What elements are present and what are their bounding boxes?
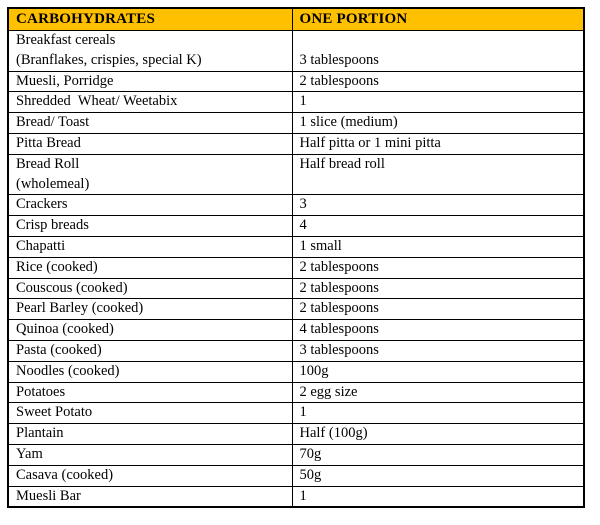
table-row: Sweet Potato 1 bbox=[7, 402, 585, 425]
food-cell: Potatoes bbox=[7, 381, 293, 404]
food-cell: Couscous (cooked) bbox=[7, 277, 293, 300]
table-row: Shredded Wheat/ Weetabix 1 bbox=[7, 91, 585, 114]
table-row: Crackers 3 bbox=[7, 194, 585, 217]
food-cell: Chapatti bbox=[7, 235, 293, 258]
food-cell: Muesli Bar bbox=[7, 485, 293, 508]
food-cell: Casava (cooked) bbox=[7, 464, 293, 487]
table-row: Muesli Bar 1 bbox=[7, 485, 585, 508]
portion-cell: 1 small bbox=[291, 235, 585, 258]
table-row: Breakfast cereals (Branflakes, crispies,… bbox=[7, 30, 585, 72]
portion-cell: 1 slice (medium) bbox=[291, 112, 585, 134]
carbohydrates-portions-table: CARBOHYDRATES ONE PORTION Breakfast cere… bbox=[7, 7, 585, 509]
table-row: Bread Roll (wholemeal) Half bread roll bbox=[7, 153, 585, 196]
portion-cell: 2 tablespoons bbox=[291, 298, 585, 321]
portion-cell: 1 bbox=[291, 91, 585, 114]
food-cell: Plantain bbox=[7, 423, 293, 445]
portion-cell: 2 tablespoons bbox=[291, 70, 585, 93]
portion-cell: 50g bbox=[291, 464, 585, 487]
table-row: Muesli, Porridge 2 tablespoons bbox=[7, 70, 585, 93]
table-body: Breakfast cereals (Branflakes, crispies,… bbox=[7, 30, 585, 508]
portion-cell: Half bread roll bbox=[291, 153, 585, 196]
food-cell: Shredded Wheat/ Weetabix bbox=[7, 91, 293, 114]
table-row: Crisp breads 4 bbox=[7, 215, 585, 237]
food-cell: Muesli, Porridge bbox=[7, 70, 293, 93]
portion-cell: 3 tablespoons bbox=[291, 339, 585, 362]
header-row: CARBOHYDRATES ONE PORTION bbox=[7, 7, 585, 31]
food-cell: Quinoa (cooked) bbox=[7, 319, 293, 341]
table-row: Quinoa (cooked) 4 tablespoons bbox=[7, 319, 585, 341]
portion-cell: 1 bbox=[291, 485, 585, 508]
portion-cell: 3 bbox=[291, 194, 585, 217]
table-row: Noodles (cooked) 100g bbox=[7, 360, 585, 383]
food-cell: Yam bbox=[7, 443, 293, 466]
table-row: Casava (cooked) 50g bbox=[7, 464, 585, 487]
portion-cell: 2 tablespoons bbox=[291, 256, 585, 279]
portion-cell: 70g bbox=[291, 443, 585, 466]
portion-cell: 4 bbox=[291, 215, 585, 237]
table-row: Pitta Bread Half pitta or 1 mini pitta bbox=[7, 132, 585, 155]
food-cell: Crisp breads bbox=[7, 215, 293, 237]
portion-cell: 3 tablespoons bbox=[291, 30, 585, 72]
table-row: Chapatti 1 small bbox=[7, 235, 585, 258]
table-row: Couscous (cooked) 2 tablespoons bbox=[7, 277, 585, 300]
food-cell: Pearl Barley (cooked) bbox=[7, 298, 293, 321]
column-header-one-portion: ONE PORTION bbox=[291, 7, 585, 31]
table-row: Yam 70g bbox=[7, 443, 585, 466]
portion-cell: 2 egg size bbox=[291, 381, 585, 404]
column-header-carbohydrates: CARBOHYDRATES bbox=[7, 7, 293, 31]
food-cell: Bread Roll (wholemeal) bbox=[7, 153, 293, 196]
portion-cell: 4 tablespoons bbox=[291, 319, 585, 341]
portion-cell: 1 bbox=[291, 402, 585, 425]
table-row: Plantain Half (100g) bbox=[7, 423, 585, 445]
table-row: Bread/ Toast 1 slice (medium) bbox=[7, 112, 585, 134]
table-row: Potatoes 2 egg size bbox=[7, 381, 585, 404]
food-cell: Sweet Potato bbox=[7, 402, 293, 425]
food-cell: Pasta (cooked) bbox=[7, 339, 293, 362]
portion-cell: 2 tablespoons bbox=[291, 277, 585, 300]
food-cell: Breakfast cereals (Branflakes, crispies,… bbox=[7, 30, 293, 72]
food-cell: Pitta Bread bbox=[7, 132, 293, 155]
table-row: Pasta (cooked) 3 tablespoons bbox=[7, 339, 585, 362]
food-cell: Bread/ Toast bbox=[7, 112, 293, 134]
food-cell: Crackers bbox=[7, 194, 293, 217]
portion-cell: 100g bbox=[291, 360, 585, 383]
table-row: Pearl Barley (cooked) 2 tablespoons bbox=[7, 298, 585, 321]
portion-cell: Half (100g) bbox=[291, 423, 585, 445]
table-row: Rice (cooked) 2 tablespoons bbox=[7, 256, 585, 279]
portion-cell: Half pitta or 1 mini pitta bbox=[291, 132, 585, 155]
food-cell: Rice (cooked) bbox=[7, 256, 293, 279]
food-cell: Noodles (cooked) bbox=[7, 360, 293, 383]
